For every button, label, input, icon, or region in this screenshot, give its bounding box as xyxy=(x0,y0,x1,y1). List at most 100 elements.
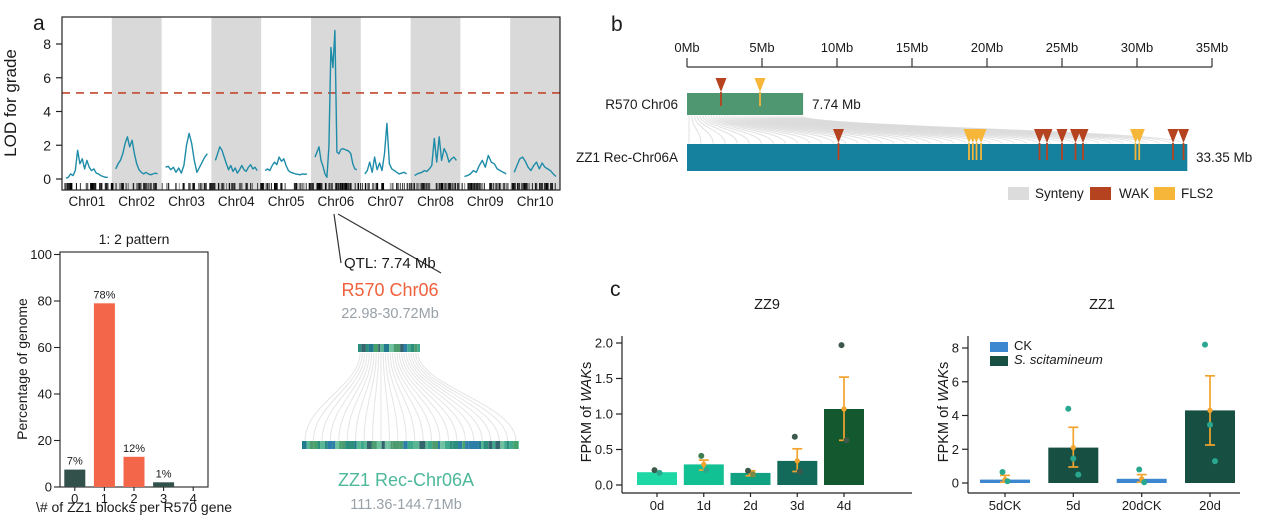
marker-rug-tick xyxy=(357,183,359,190)
fpkm-ytick-label: 2.0 xyxy=(595,336,613,351)
synteny-ribbon xyxy=(732,115,883,144)
qtl-bottom-chromosome-name: ZZ1 Rec-Chr06A xyxy=(338,470,474,490)
qtl-region-bar-zz1 xyxy=(492,441,496,449)
marker-rug-tick xyxy=(140,183,142,190)
synteny-ribbon xyxy=(696,115,726,144)
synteny-ribbon xyxy=(312,352,363,442)
marker-rug-tick xyxy=(240,183,243,190)
zz9-chart-title: ZZ9 xyxy=(754,297,780,313)
data-point xyxy=(843,437,850,444)
synteny-ribbon xyxy=(691,115,702,144)
legend-label-wak: WAK xyxy=(1119,186,1149,201)
marker-rug-tick xyxy=(424,183,426,190)
marker-rug-tick xyxy=(472,183,474,190)
wak-gene-marker xyxy=(1034,129,1045,143)
chromosome-label: Chr06 xyxy=(318,194,355,209)
synteny-ribbon xyxy=(372,352,380,442)
marker-rug-tick xyxy=(329,183,331,190)
marker-rug-tick xyxy=(447,183,449,190)
qtl-region-bar-zz1 xyxy=(495,441,501,449)
marker-rug-tick xyxy=(453,183,455,190)
blocks-ytick-label: 60 xyxy=(38,340,52,355)
lod-plot-frame xyxy=(61,16,561,191)
blocks-ytick-label: 0 xyxy=(45,480,52,495)
marker-rug-tick xyxy=(92,183,94,190)
marker-rug-tick xyxy=(411,183,413,190)
marker-rug-tick xyxy=(298,183,302,190)
marker-rug-tick xyxy=(188,183,190,190)
blocks-bar-value-label: 1% xyxy=(156,468,172,480)
marker-rug-tick xyxy=(127,183,129,190)
shaded-band xyxy=(211,17,262,190)
qtl-region-bar-r570 xyxy=(361,344,366,352)
fpkm-xtick-label: 5dCK xyxy=(989,498,1022,513)
marker-rug-tick xyxy=(335,183,337,190)
lod-ytick-label: 0 xyxy=(43,171,51,187)
qtl-region-bar-zz1 xyxy=(364,441,367,449)
marker-rug-tick xyxy=(483,183,485,190)
marker-rug-tick xyxy=(362,183,364,190)
qtl-region-bar-zz1 xyxy=(506,441,510,449)
marker-rug-tick xyxy=(154,183,156,190)
marker-rug-tick xyxy=(238,183,240,190)
blocks-y-axis-label: Percentage of genome xyxy=(14,298,30,440)
marker-rug-tick xyxy=(514,183,516,190)
marker-rug-tick xyxy=(425,183,427,190)
chromosome-label: Chr09 xyxy=(467,194,504,209)
mb-ruler-tick-label: 10Mb xyxy=(821,40,854,55)
fls2-gene-marker-stem xyxy=(1138,143,1141,160)
synteny-ribbon xyxy=(748,115,955,144)
marker-rug-tick xyxy=(476,183,479,190)
marker-rug-tick xyxy=(407,183,409,190)
synteny-ribbon xyxy=(704,115,762,144)
synteny-ribbon xyxy=(398,352,449,442)
synteny-ribbon xyxy=(338,352,370,442)
data-point xyxy=(999,469,1006,475)
qtl-region-bar-r570 xyxy=(383,344,390,352)
zz1-legend-swatch-scitamineum xyxy=(990,356,1008,366)
marker-rug-tick xyxy=(475,183,478,190)
fpkm-xtick-label: 5d xyxy=(1066,498,1080,513)
marker-rug-tick xyxy=(69,183,71,190)
legend-label-synteny: Synteny xyxy=(1035,186,1084,201)
wak-gene-marker xyxy=(1077,129,1089,143)
synteny-ribbon xyxy=(403,352,466,442)
marker-rug-tick xyxy=(251,183,253,190)
fpkm-ytick-label: 0.5 xyxy=(595,442,613,457)
marker-rug-tick xyxy=(461,183,463,190)
qtl-region-bar-zz1 xyxy=(345,441,349,449)
synteny-ribbon xyxy=(800,115,1184,144)
marker-rug-tick xyxy=(467,183,469,190)
marker-rug-tick xyxy=(212,183,215,190)
marker-rug-tick xyxy=(444,183,446,190)
marker-rug-tick xyxy=(305,183,307,190)
qtl-region-bar-zz1 xyxy=(356,441,361,449)
marker-rug-tick xyxy=(339,183,341,190)
data-point xyxy=(1207,421,1213,428)
marker-rug-tick xyxy=(458,183,460,190)
marker-rug-tick xyxy=(166,183,168,190)
qtl-region-bar-zz1 xyxy=(419,441,426,449)
marker-rug-tick xyxy=(281,183,283,190)
marker-rug-tick xyxy=(100,183,102,190)
marker-rug-tick xyxy=(324,183,326,190)
qtl-region-bar-zz1 xyxy=(427,441,433,449)
lod-y-axis-label: LOD for grade xyxy=(1,49,20,157)
lod-curve-Chr02 xyxy=(115,136,158,176)
fpkm-ytick-label: 6 xyxy=(952,374,959,389)
data-point xyxy=(796,468,803,475)
synteny-ribbon xyxy=(694,115,714,144)
marker-rug-tick xyxy=(274,183,276,190)
marker-rug-tick xyxy=(403,183,405,190)
marker-rug-tick xyxy=(147,183,149,190)
qtl-region-bar-zz1 xyxy=(302,441,307,449)
qtl-region-bar-r570 xyxy=(410,344,415,352)
data-point xyxy=(698,452,705,459)
lod-curve-Chr08 xyxy=(414,136,457,177)
blocks-xtick-label: 0 xyxy=(71,491,78,506)
fpkm-chart-zz9: 0.0 0.5 1.0 1.5 2.0 0d 1d 2d 3d 4d xyxy=(595,336,912,513)
synteny-ribbon xyxy=(394,352,433,442)
fpkm-ytick-label: 0 xyxy=(952,476,959,491)
